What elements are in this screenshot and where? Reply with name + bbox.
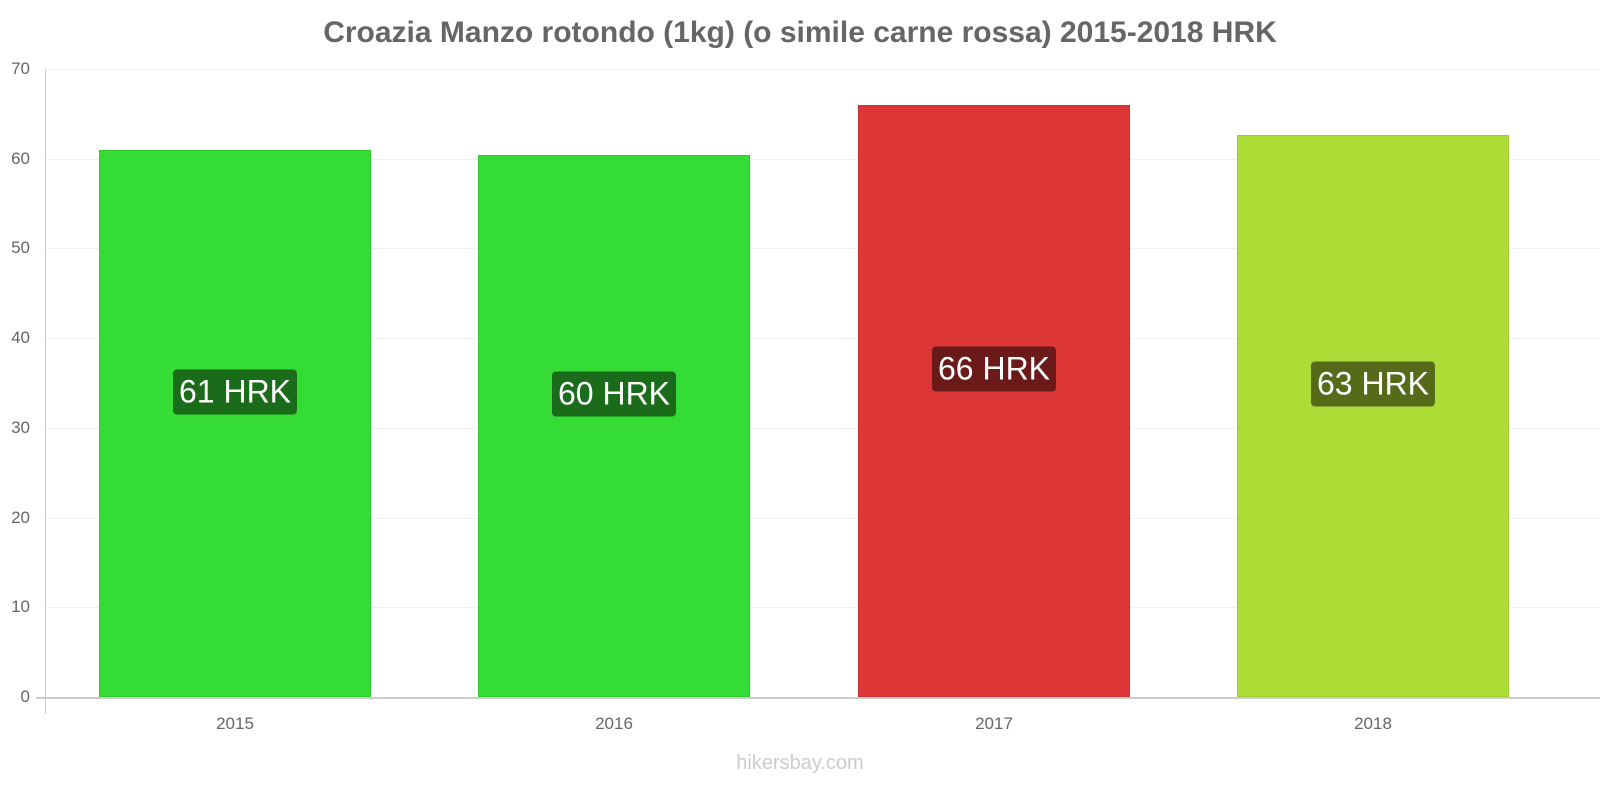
data-label-2016: 60 HRK	[551, 371, 677, 417]
bar-2018	[1237, 135, 1509, 697]
gridline	[46, 607, 1600, 609]
gridline	[46, 338, 1600, 340]
x-axis-line	[36, 697, 1600, 699]
y-tick-label: 40	[11, 328, 30, 348]
watermark: hikersbay.com	[736, 752, 864, 774]
bar-2016	[478, 155, 750, 697]
data-label-2018: 63 HRK	[1310, 361, 1436, 407]
gridline	[46, 158, 1600, 160]
y-tick-label: 10	[11, 597, 30, 617]
data-label-2017: 66 HRK	[931, 346, 1057, 392]
y-tick-label: 70	[11, 59, 30, 78]
gridline	[46, 517, 1600, 519]
y-tick-label: 20	[11, 507, 30, 527]
x-tick-label: 2015	[216, 714, 254, 733]
data-label-2015: 61 HRK	[172, 369, 298, 415]
y-tick-label: 0	[20, 687, 30, 706]
y-tick-label: 60	[11, 148, 30, 168]
gridline	[46, 69, 1600, 70]
chart-title: Croazia Manzo rotondo (1kg) (o simile ca…	[323, 16, 1277, 49]
y-axis-line	[45, 69, 46, 714]
y-tick-label: 50	[11, 238, 30, 258]
gridline	[46, 427, 1600, 429]
bar-2015	[99, 150, 371, 697]
x-tick-label: 2018	[1354, 714, 1392, 733]
x-tick-label: 2017	[975, 714, 1013, 733]
y-tick-label: 30	[11, 417, 30, 437]
x-tick-label: 2016	[595, 714, 633, 733]
gridline	[46, 248, 1600, 250]
bar-2017	[858, 104, 1130, 697]
